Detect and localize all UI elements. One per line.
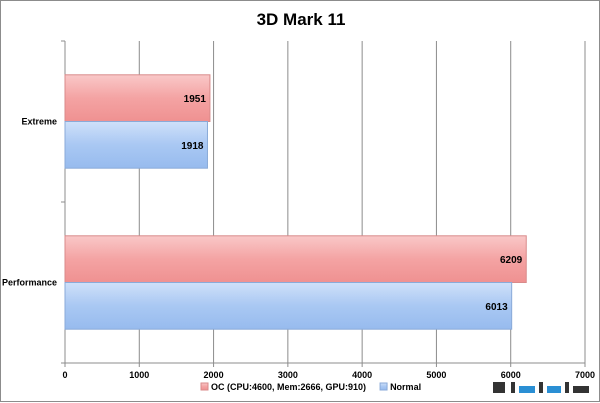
legend: OC (CPU:4600, Mem:2666, GPU:910) Normal	[200, 382, 421, 392]
x-tick-labels: 0 1000 2000 3000 4000 5000 6000 7000	[62, 370, 595, 380]
data-label: 1918	[181, 141, 204, 152]
data-labels: 1951 1918 6209 6013	[181, 94, 522, 313]
data-label: 6209	[500, 255, 523, 266]
legend-swatch	[379, 382, 388, 391]
x-tick-label: 4000	[352, 370, 372, 380]
x-tick-label: 3000	[278, 370, 298, 380]
y-category-labels: Extreme Performance	[2, 117, 57, 288]
bar-oc-extreme	[64, 74, 211, 122]
y-category-label: Performance	[2, 278, 57, 288]
legend-label: Normal	[390, 382, 421, 392]
x-tick-label: 6000	[501, 370, 521, 380]
legend-swatch	[200, 382, 209, 391]
data-label: 1951	[184, 94, 207, 105]
bar-oc-performance	[64, 235, 527, 283]
x-tick-label: 5000	[426, 370, 446, 380]
bar-normal-performance	[64, 282, 513, 330]
watermark-logo	[489, 379, 593, 397]
x-tick-label: 0	[62, 370, 67, 380]
y-category-label: Extreme	[21, 117, 57, 127]
chart-title: 3D Mark 11	[257, 10, 346, 29]
bars	[64, 74, 527, 330]
data-label: 6013	[485, 302, 508, 313]
gridlines	[138, 41, 586, 363]
x-tick-label: 2000	[204, 370, 224, 380]
x-tick-label: 1000	[129, 370, 149, 380]
x-tick-label: 7000	[575, 370, 595, 380]
legend-label: OC (CPU:4600, Mem:2666, GPU:910)	[211, 382, 366, 392]
bar-normal-extreme	[64, 121, 208, 169]
